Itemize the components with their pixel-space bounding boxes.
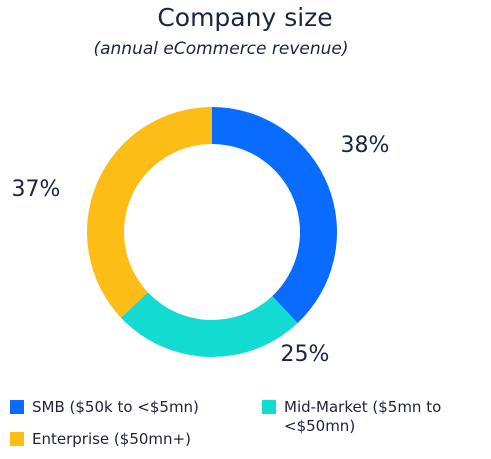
legend-label: Enterprise ($50mn+) — [32, 430, 191, 448]
legend-label: SMB ($50k to <$5mn) — [32, 398, 199, 416]
legend-swatch — [10, 432, 24, 446]
chart-title: Company size — [157, 3, 332, 32]
value-label: 25% — [281, 342, 330, 367]
legend-swatch — [262, 400, 276, 414]
value-label: 38% — [341, 133, 390, 158]
legend-item: Enterprise ($50mn+) — [10, 430, 240, 449]
chart-subtitle: (annual eCommerce revenue) — [93, 39, 348, 59]
value-label: 37% — [12, 177, 61, 202]
donut-segment — [120, 292, 298, 357]
donut-segment — [212, 107, 338, 324]
donut-segment — [87, 107, 212, 318]
legend-swatch — [10, 400, 24, 414]
legend-label: Mid-Market ($5mn to <$50mn) — [284, 398, 442, 435]
chart: Company size (annual eCommerce revenue) … — [12, 3, 390, 367]
legend-item: SMB ($50k to <$5mn) — [10, 398, 240, 417]
legend-item: Mid-Market ($5mn to <$50mn) — [262, 398, 442, 436]
